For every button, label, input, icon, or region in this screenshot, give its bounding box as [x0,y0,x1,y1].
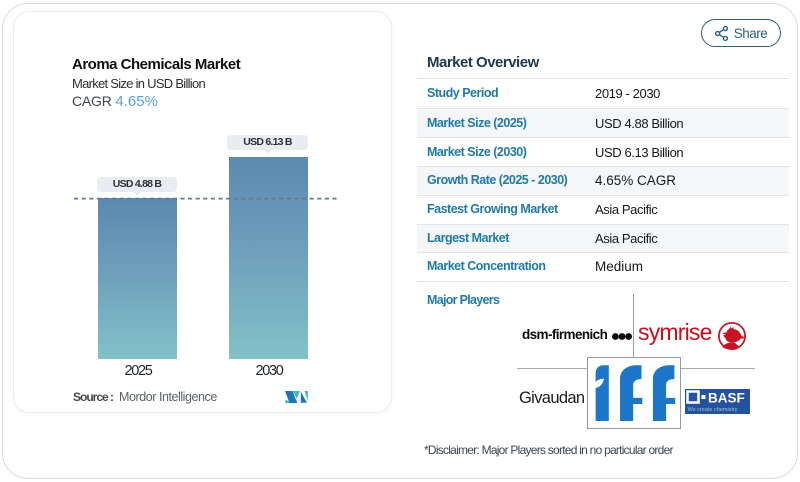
svg-text:BASF: BASF [708,391,745,406]
svg-text:We create chemistry: We create chemistry [688,407,738,413]
